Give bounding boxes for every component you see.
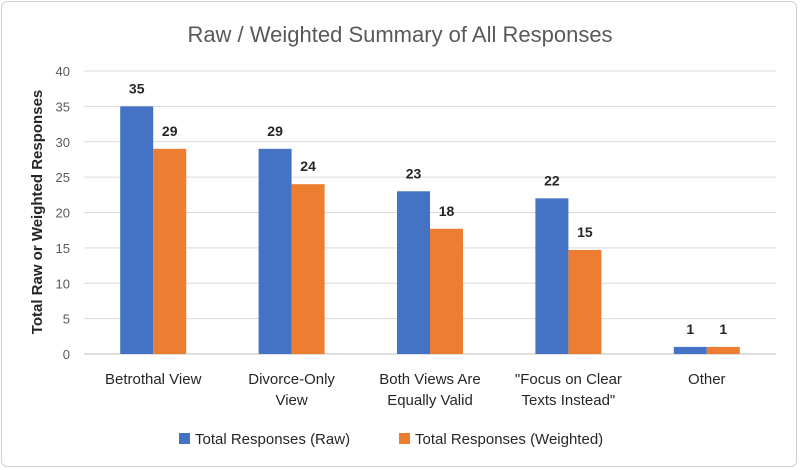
y-tick-label: 25 [56, 170, 70, 185]
category-label: Texts Instead" [522, 392, 616, 409]
bar-raw [258, 148, 292, 354]
data-label: 22 [544, 172, 560, 188]
data-label: 18 [439, 203, 455, 219]
data-label: 29 [162, 123, 178, 139]
data-label: 29 [267, 123, 283, 139]
data-labels: 35 29 29 24 23 18 22 15 1 1 [129, 80, 727, 337]
y-tick-label: 5 [63, 312, 70, 327]
data-label: 23 [406, 165, 422, 181]
category-label: "Focus on Clear [515, 371, 622, 388]
category-label: Equally Valid [387, 392, 473, 409]
category-label: Both Views Are [379, 371, 480, 388]
legend-label: Total Responses (Raw) [195, 431, 350, 448]
category-label: Divorce-Only [248, 371, 335, 388]
category-label: View [275, 392, 307, 409]
bar-weighted [291, 184, 325, 354]
legend-swatch [179, 433, 190, 444]
bar-weighted [706, 346, 740, 354]
y-axis-label: Total Raw or Weighted Responses [29, 90, 46, 334]
bar-weighted [430, 228, 463, 354]
category-label: Other [688, 371, 726, 388]
category-label: Betrothal View [105, 371, 202, 388]
data-label: 24 [300, 158, 316, 174]
chart-title: Raw / Weighted Summary of All Responses [187, 22, 612, 47]
y-tick-label: 10 [56, 276, 70, 291]
bar-raw [120, 106, 154, 354]
y-tick-label: 40 [56, 64, 70, 79]
category-labels: Betrothal View Divorce-Only View Both Views… [105, 371, 726, 409]
data-label: 1 [686, 321, 694, 337]
y-tick-label: 35 [56, 99, 70, 114]
y-tick-label: 30 [56, 135, 70, 150]
bars [120, 106, 740, 354]
y-axis-ticks: 0 5 10 15 20 25 30 35 40 [56, 64, 70, 362]
y-tick-label: 15 [56, 241, 70, 256]
bar-weighted [153, 148, 187, 354]
legend-label: Total Responses (Weighted) [415, 431, 603, 448]
data-label: 1 [719, 321, 727, 337]
bar-raw [535, 198, 569, 354]
data-label: 15 [577, 224, 593, 240]
gridlines [84, 70, 776, 355]
data-label: 35 [129, 80, 145, 96]
legend: Total Responses (Raw) Total Responses (We… [179, 431, 603, 448]
legend-swatch [399, 433, 410, 444]
y-tick-label: 0 [63, 347, 70, 362]
y-tick-label: 20 [56, 206, 70, 221]
bar-raw [397, 191, 430, 354]
bar-weighted [568, 249, 602, 354]
bar-raw [673, 346, 707, 354]
